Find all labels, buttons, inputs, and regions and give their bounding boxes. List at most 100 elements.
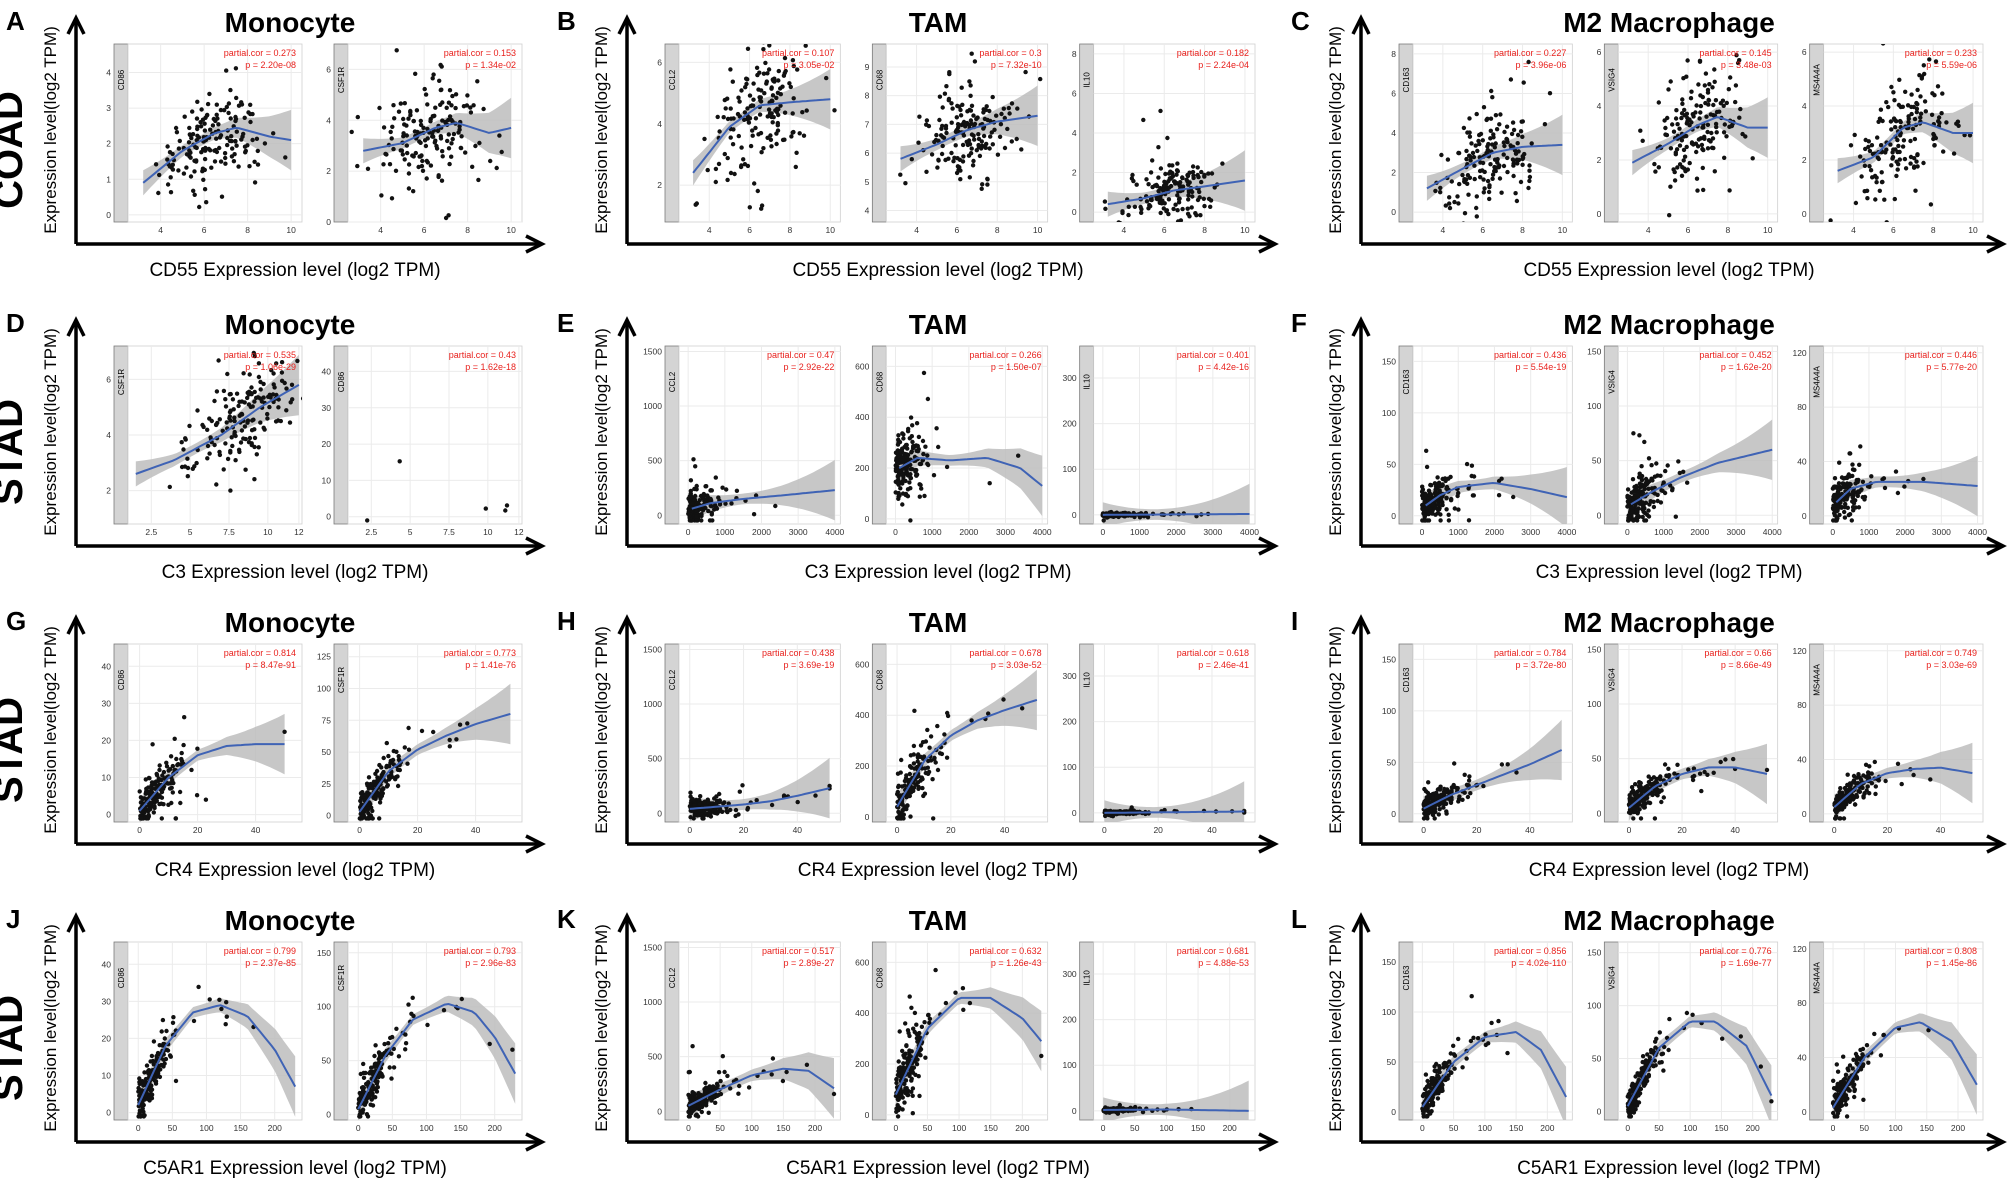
- data-point: [1513, 191, 1518, 196]
- data-point: [454, 737, 459, 742]
- data-point: [174, 130, 180, 135]
- partial-cor-annotation: partial.cor = 0.401: [1177, 350, 1249, 360]
- data-point: [1835, 808, 1840, 814]
- data-point: [903, 492, 909, 498]
- x-axis-arrow: [525, 834, 546, 854]
- data-point: [1662, 118, 1667, 123]
- data-point: [751, 97, 756, 102]
- data-point: [967, 79, 972, 84]
- data-point: [396, 754, 401, 759]
- data-point: [207, 997, 212, 1002]
- y-tick-label: 4: [326, 115, 331, 125]
- plot-content: [1626, 743, 1770, 821]
- data-point: [446, 117, 451, 123]
- data-point: [1481, 783, 1486, 789]
- data-point: [420, 158, 425, 164]
- data-point: [1956, 123, 1961, 128]
- data-point: [438, 87, 443, 93]
- data-point: [1659, 799, 1664, 805]
- data-point: [1722, 155, 1727, 160]
- x-tick-label: 4: [1441, 225, 1446, 235]
- data-point: [1014, 136, 1019, 142]
- data-point: [250, 404, 255, 409]
- data-point: [252, 444, 257, 450]
- y-tick-label: 20: [102, 1033, 112, 1043]
- x-tick-label: 10: [1763, 225, 1773, 235]
- p-value-annotation: p = 3.03e-52: [991, 660, 1042, 670]
- data-point: [1472, 176, 1477, 182]
- confidence-band: [143, 109, 292, 196]
- data-point: [1646, 508, 1651, 513]
- data-point: [1682, 154, 1688, 159]
- data-point: [1445, 157, 1451, 162]
- y-tick-label: 50: [1387, 757, 1397, 767]
- x-tick-label: 0: [1627, 825, 1632, 835]
- x-tick-label: 10: [483, 527, 493, 537]
- data-point: [969, 51, 974, 56]
- data-point: [1685, 115, 1690, 121]
- data-point: [1511, 163, 1516, 168]
- data-point: [1677, 126, 1682, 131]
- x-axis-arrow: [525, 234, 546, 254]
- data-point: [201, 177, 206, 182]
- data-point: [1426, 518, 1432, 523]
- data-point: [1912, 136, 1918, 142]
- data-point: [979, 139, 984, 144]
- p-value-annotation: p = 2.24e-04: [1198, 60, 1249, 70]
- data-point: [1493, 141, 1498, 146]
- data-point: [771, 115, 776, 120]
- data-point: [743, 85, 748, 90]
- data-point: [1175, 169, 1181, 174]
- x-tick-label: 8: [245, 225, 250, 235]
- y-axis-arrow: [617, 614, 637, 635]
- data-point: [227, 414, 232, 419]
- data-point: [1690, 777, 1696, 783]
- data-point: [152, 804, 157, 809]
- x-tick-label: 8: [1931, 225, 1936, 235]
- y-axis-arrow: [617, 14, 637, 35]
- data-point: [1873, 197, 1878, 202]
- y-tick-label: 2: [1391, 168, 1396, 178]
- data-point: [1456, 150, 1461, 156]
- data-point: [1449, 179, 1455, 184]
- data-point: [956, 129, 961, 134]
- data-point: [910, 423, 915, 428]
- data-point: [232, 431, 237, 437]
- data-point: [1884, 147, 1889, 152]
- data-point: [1199, 179, 1204, 185]
- data-point: [1734, 53, 1739, 58]
- data-point: [1443, 801, 1449, 806]
- p-value-annotation: p = 3.96e-06: [1516, 60, 1567, 70]
- x-tick-label: 6: [955, 225, 960, 235]
- data-point: [404, 133, 409, 138]
- data-point: [397, 459, 402, 464]
- p-value-annotation: p = 3.48e-03: [1721, 60, 1772, 70]
- data-point: [1681, 76, 1686, 81]
- data-point: [397, 767, 402, 773]
- y-tick-label: 10: [102, 1071, 112, 1081]
- data-point: [1672, 169, 1677, 175]
- x-tick-label: 4000: [1763, 527, 1782, 537]
- x-tick-label: 0: [136, 1123, 141, 1133]
- data-point: [1638, 297, 1642, 301]
- data-point: [413, 150, 418, 156]
- x-tick-label: 40: [1730, 825, 1740, 835]
- data-point: [1629, 785, 1635, 790]
- data-point: [1701, 187, 1706, 193]
- data-point: [139, 816, 144, 821]
- data-point: [1842, 515, 1848, 520]
- y-tick-label: 100: [1587, 699, 1601, 709]
- partial-cor-annotation: partial.cor = 0.107: [762, 48, 834, 58]
- y-tick-label: 150: [1587, 644, 1601, 654]
- data-point: [386, 753, 391, 759]
- data-point: [703, 484, 708, 489]
- data-point: [914, 473, 919, 478]
- data-point: [1422, 518, 1428, 523]
- data-point: [1867, 764, 1872, 769]
- data-point: [457, 124, 462, 129]
- data-point: [199, 150, 204, 155]
- data-point: [468, 105, 473, 110]
- data-point: [1101, 518, 1106, 523]
